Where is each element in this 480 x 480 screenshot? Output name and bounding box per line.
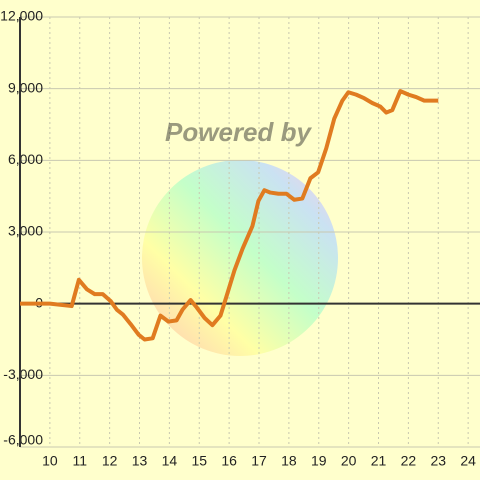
x-tick-label: 22 xyxy=(401,453,417,469)
data-line xyxy=(20,89,439,342)
y-tick-label: 12,000 xyxy=(0,8,43,24)
x-tick-label: 13 xyxy=(132,453,148,469)
x-tick-label: 24 xyxy=(460,453,476,469)
x-tick-label: 18 xyxy=(281,453,297,469)
x-tick-label: 17 xyxy=(251,453,267,469)
y-tick-label: 3,000 xyxy=(8,223,43,239)
x-tick-label: 12 xyxy=(102,453,118,469)
x-tick-label: 15 xyxy=(191,453,207,469)
x-tick-label: 23 xyxy=(430,453,446,469)
x-tick-label: 16 xyxy=(221,453,237,469)
y-tick-label: 9,000 xyxy=(8,79,43,95)
x-tick-label: 11 xyxy=(72,453,87,469)
x-tick-label: 20 xyxy=(341,453,357,469)
x-tick-label: 19 xyxy=(311,453,327,469)
x-tick-label: 14 xyxy=(162,453,178,469)
watermark: Powered by xyxy=(165,117,312,147)
y-tick-label: -3,000 xyxy=(3,366,43,382)
x-tick-label: 21 xyxy=(371,453,387,469)
y-tick-label: -6,000 xyxy=(3,432,43,448)
y-tick-label: 6,000 xyxy=(8,151,43,167)
x-tick-label: 10 xyxy=(42,453,58,469)
